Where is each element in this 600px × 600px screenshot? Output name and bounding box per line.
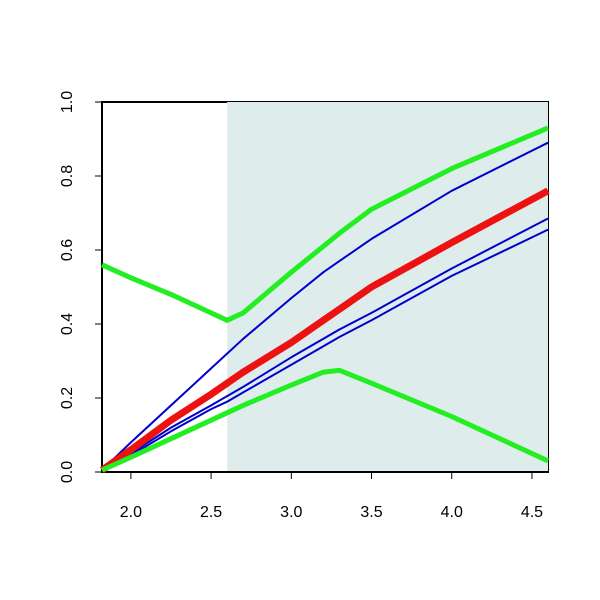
series-line — [99, 187, 550, 473]
shaded-region — [227, 102, 548, 472]
x-tick-label: 3.5 — [360, 504, 382, 521]
x-tick-label: 4.0 — [441, 504, 463, 521]
y-tick-label: 0.8 — [59, 165, 76, 187]
x-tick-label: 2.5 — [200, 504, 222, 521]
series-line — [101, 217, 549, 471]
y-tick-label: 0.6 — [59, 239, 76, 261]
series-line — [101, 141, 549, 471]
y-tick-label: 0.2 — [59, 387, 76, 409]
series-line — [101, 228, 549, 471]
x-tick-label: 3.0 — [280, 504, 302, 521]
y-tick-label: 0.0 — [59, 461, 76, 483]
y-tick-label: 0.4 — [59, 313, 76, 335]
y-tick-label: 1.0 — [59, 91, 76, 113]
series-line — [100, 125, 549, 323]
x-tick-label: 4.5 — [521, 504, 543, 521]
series-line — [100, 367, 550, 473]
x-tick-label: 2.0 — [120, 504, 142, 521]
